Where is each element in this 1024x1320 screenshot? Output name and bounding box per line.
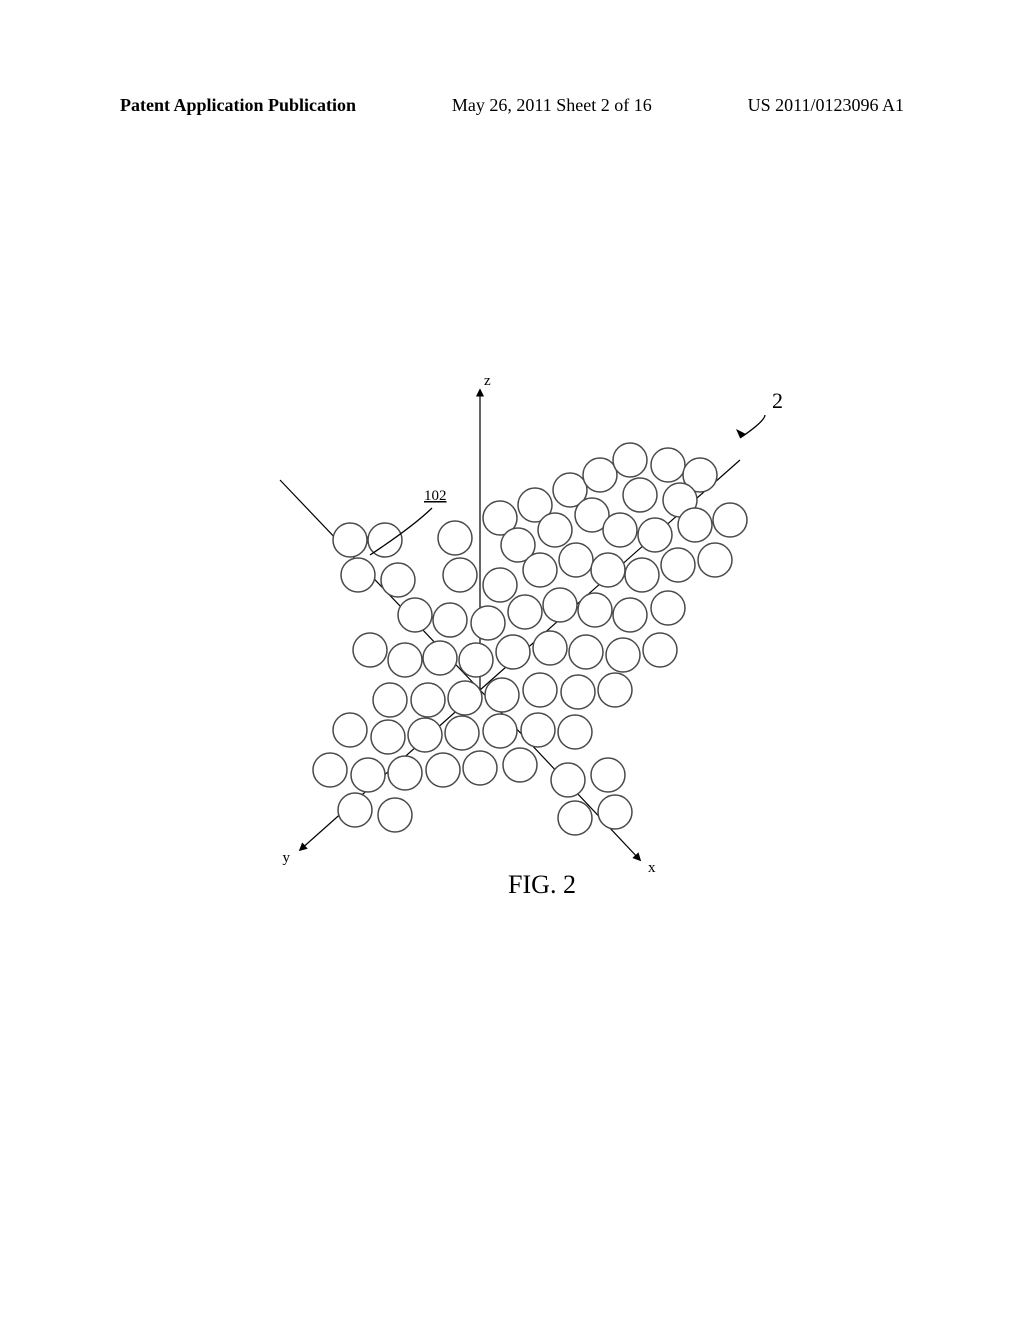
- svg-text:y: y: [283, 850, 291, 866]
- page-header: Patent Application Publication May 26, 2…: [0, 95, 1024, 116]
- figure-svg: zyx1022: [200, 360, 820, 900]
- header-publication-number: US 2011/0123096 A1: [748, 95, 904, 116]
- figure-2: zyx1022: [200, 360, 820, 900]
- scatter-points: [313, 443, 747, 835]
- header-sheet-info: May 26, 2011 Sheet 2 of 16: [452, 95, 652, 116]
- svg-text:102: 102: [424, 488, 447, 504]
- svg-text:z: z: [484, 373, 491, 389]
- header-publication-type: Patent Application Publication: [120, 95, 356, 116]
- svg-text:2: 2: [772, 388, 783, 413]
- figure-caption: FIG. 2: [30, 870, 1024, 900]
